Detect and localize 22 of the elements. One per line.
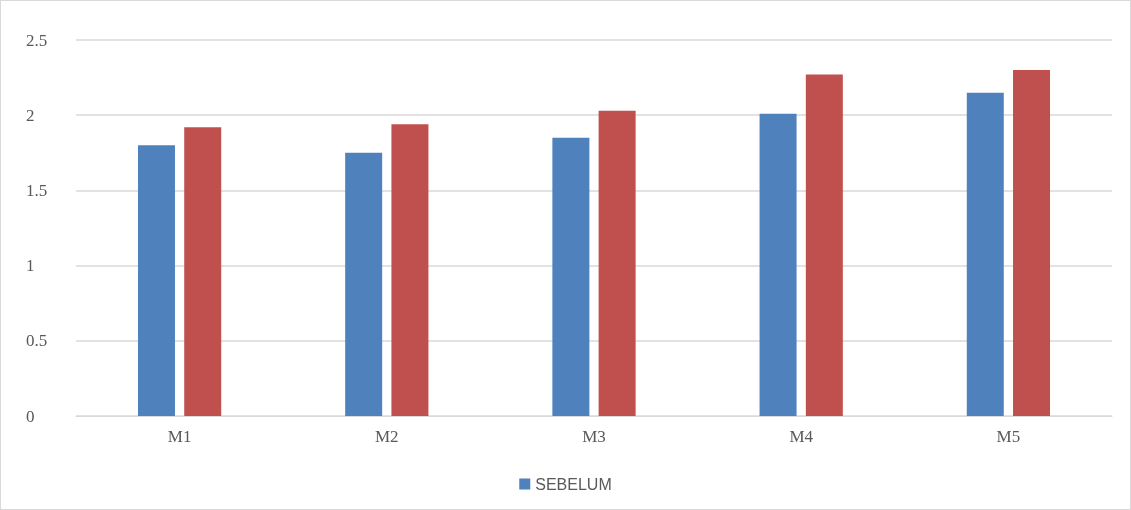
bar: [345, 152, 383, 416]
legend-label: SEBELUM: [535, 475, 612, 493]
y-tick-label: 0: [26, 406, 35, 426]
y-tick-label: 2: [26, 105, 35, 125]
y-tick-label: 2.5: [26, 30, 48, 50]
x-tick-label: M4: [789, 427, 814, 446]
bar: [137, 145, 175, 416]
y-tick-label: 1: [26, 256, 35, 276]
x-tick-label: M1: [167, 427, 192, 446]
bar: [759, 113, 797, 416]
bar: [805, 74, 843, 416]
bar: [184, 127, 222, 416]
bar: [391, 124, 429, 416]
bar: [552, 137, 590, 416]
x-tick-label: M2: [374, 427, 399, 446]
bar: [598, 110, 636, 416]
y-tick-label: 1.5: [26, 180, 48, 200]
y-tick-label: 0.5: [26, 331, 48, 351]
bar: [966, 92, 1004, 416]
x-tick-label: M3: [582, 427, 606, 446]
x-tick-label: M5: [996, 427, 1021, 446]
bar: [1013, 70, 1051, 416]
